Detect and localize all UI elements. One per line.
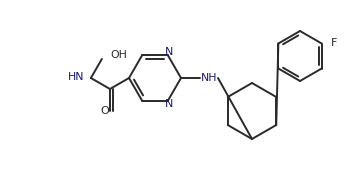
Text: NH: NH — [201, 73, 217, 83]
Text: F: F — [330, 37, 337, 48]
Text: N: N — [165, 48, 173, 58]
Text: O: O — [100, 106, 109, 116]
Text: OH: OH — [110, 50, 127, 60]
Text: N: N — [165, 99, 173, 109]
Text: HN: HN — [67, 72, 84, 82]
